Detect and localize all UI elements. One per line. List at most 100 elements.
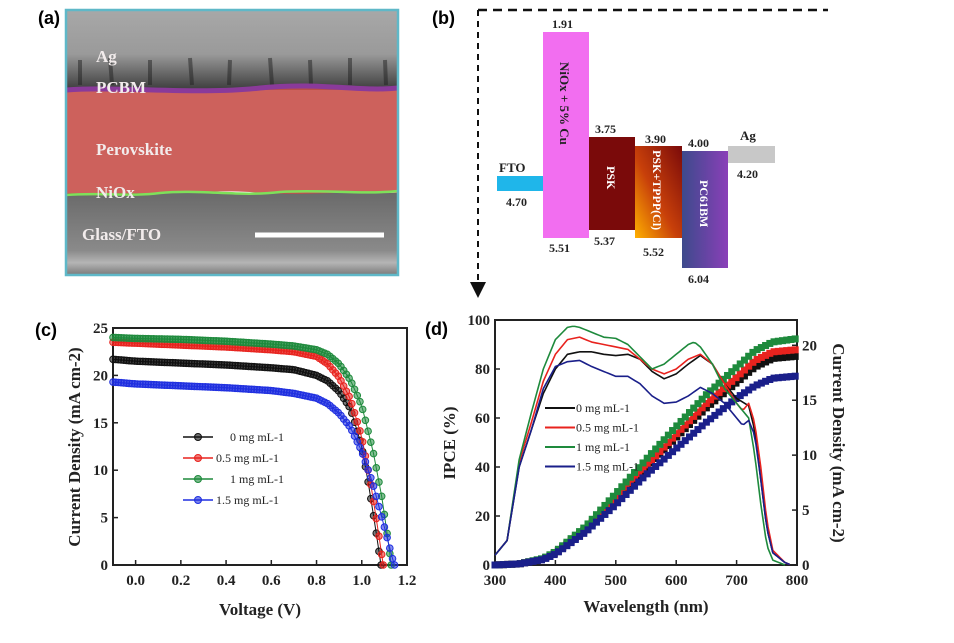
- integrated-current-point: [563, 542, 571, 550]
- x-tick-label: 0.0: [126, 573, 145, 589]
- integrated-current-point: [698, 404, 706, 412]
- integrated-current-point: [740, 389, 748, 397]
- jv-data-point: [375, 502, 383, 511]
- integrated-current-point: [719, 385, 727, 393]
- integrated-current-point: [618, 495, 626, 503]
- integrated-current-point: [504, 560, 512, 568]
- integrated-current-point: [614, 492, 622, 500]
- integrated-current-point: [521, 559, 529, 567]
- jv-series-0: [109, 355, 385, 569]
- jv-data-point: [358, 450, 367, 458]
- psk-tppp-top-value: 3.90: [645, 132, 666, 146]
- integrated-current-point: [618, 488, 626, 496]
- ag-bar: [728, 146, 775, 163]
- integrated-current-point: [702, 418, 710, 426]
- integrated-current-point: [690, 412, 698, 420]
- integrated-current-point: [711, 383, 719, 391]
- jv-data-point: [390, 561, 399, 569]
- integrated-current-point: [605, 497, 613, 505]
- integrated-current-point: [783, 336, 791, 344]
- integrated-current-point: [631, 474, 639, 482]
- integrated-current-point: [694, 426, 702, 434]
- niox-top-value: 1.91: [552, 17, 573, 31]
- integrated-current-point: [707, 415, 715, 423]
- integrated-current-point: [571, 531, 579, 539]
- integrated-current-point: [702, 399, 710, 407]
- y-tick-label: 0: [101, 558, 109, 574]
- integrated-current-point: [626, 473, 634, 481]
- x-tick-label: 700: [725, 573, 748, 589]
- jv-chart: 0.0 0.2 0.4 0.6 0.8 1.0 1.2 0 5 10 15 20 25 0 mg mL-1…: [93, 321, 416, 589]
- niox-layer: [65, 189, 399, 197]
- layer-label-perovskite: Perovskite: [96, 140, 173, 159]
- integrated-current-point: [791, 372, 799, 380]
- niox-bottom-value: 5.51: [549, 241, 570, 255]
- integrated-current-point: [529, 557, 537, 565]
- integrated-current-point: [724, 386, 732, 394]
- integrated-current-point: [605, 501, 613, 509]
- integrated-current-point: [749, 358, 757, 366]
- x-tick-label: 0.8: [307, 573, 326, 589]
- sem-cross-section-image: [64, 8, 400, 277]
- integrated-current-point: [652, 462, 660, 470]
- jv-data-point: [356, 443, 364, 452]
- integrated-current-point: [779, 337, 787, 345]
- integrated-current-point: [774, 374, 782, 382]
- integrated-current-point: [694, 412, 702, 420]
- fto-value: 4.70: [506, 195, 527, 209]
- jv-data-point: [375, 478, 383, 486]
- integrated-current-point: [597, 506, 605, 514]
- integrated-current-point: [740, 356, 748, 364]
- jv-data-point: [350, 408, 359, 417]
- integrated-current-point: [592, 511, 600, 519]
- integrated-current-point: [685, 421, 693, 429]
- integrated-current-point: [622, 490, 630, 498]
- y-tick-label: 25: [93, 321, 108, 337]
- integrated-current-point: [791, 346, 799, 354]
- fto-bar: [497, 176, 543, 191]
- integrated-current-point: [724, 381, 732, 389]
- integrated-current-point: [643, 454, 651, 462]
- integrated-current-point: [770, 348, 778, 356]
- integrated-current-point: [647, 450, 655, 458]
- integrated-current-point: [664, 451, 672, 459]
- integrated-current-point: [681, 413, 689, 421]
- integrated-current-point: [715, 379, 723, 387]
- niox-cu-label: NiOx + 5% Cu: [557, 62, 572, 145]
- jv-data-point: [361, 416, 370, 425]
- y-tick-label: 40: [475, 460, 490, 476]
- jv-data-point: [380, 523, 389, 531]
- integrated-current-point: [685, 409, 693, 417]
- integrated-current-point: [745, 386, 753, 394]
- integrated-current-point: [787, 373, 795, 381]
- integrated-current-point: [753, 362, 761, 370]
- integrated-current-point: [707, 387, 715, 395]
- integrated-current-point: [779, 354, 787, 362]
- integrated-current-point: [588, 522, 596, 530]
- jv-series-3: [109, 378, 399, 569]
- integrated-current-point: [580, 524, 588, 532]
- legend-label: 1 mg mL-1: [576, 440, 630, 454]
- integrated-current-point: [766, 339, 774, 347]
- perovskite-layer: [66, 86, 398, 196]
- integrated-current-point: [643, 470, 651, 478]
- ipce-ylabel: IPCE (%): [440, 406, 459, 479]
- layer-label-niox: NiOx: [96, 183, 135, 202]
- y-tick-label: 0: [483, 558, 491, 574]
- integrated-current-point: [622, 478, 630, 486]
- integrated-current-point: [656, 459, 664, 467]
- layer-label-glass-fto: Glass/FTO: [82, 225, 161, 244]
- integrated-current-point: [664, 439, 672, 447]
- integrated-current-point: [681, 437, 689, 445]
- x-tick-label: 800: [786, 573, 809, 589]
- jv-data-point: [364, 466, 372, 474]
- integrated-current-point: [635, 478, 643, 486]
- integrated-current-point: [554, 548, 562, 556]
- integrated-current-point: [736, 370, 744, 378]
- x-tick-label: 400: [544, 573, 567, 589]
- integrated-current-point: [664, 431, 672, 439]
- legend-label: 0 mg mL-1: [576, 401, 630, 415]
- integrated-current-point: [639, 474, 647, 482]
- ipce-xlabel: Wavelength (nm): [583, 597, 708, 616]
